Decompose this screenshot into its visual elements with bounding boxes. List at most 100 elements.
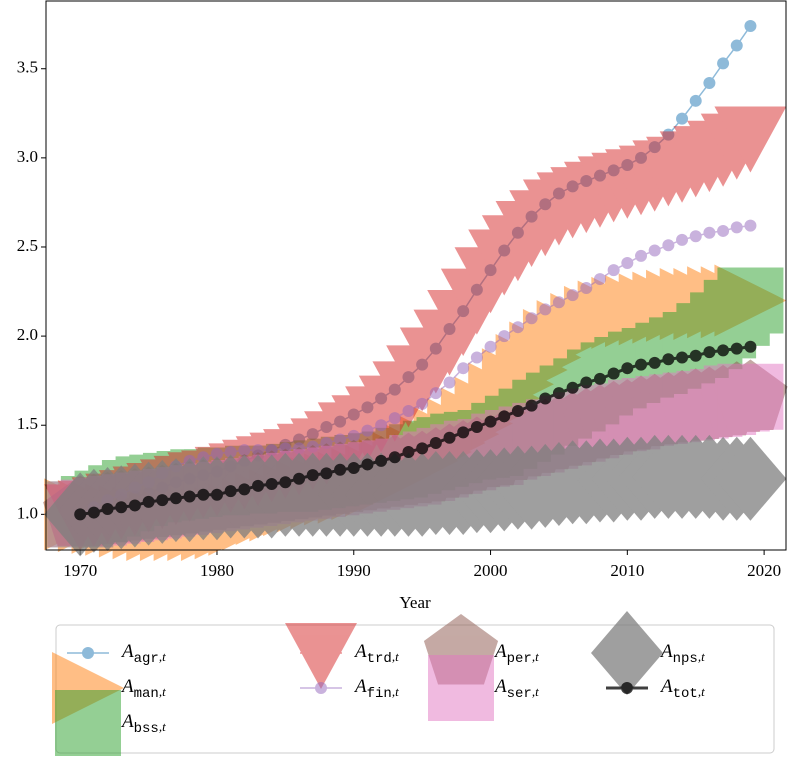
data-point <box>238 483 251 496</box>
data-point <box>347 462 360 475</box>
data-point <box>320 467 333 480</box>
data-point <box>744 19 757 32</box>
data-point <box>443 376 456 389</box>
data-point <box>635 249 648 262</box>
data-point <box>580 281 593 294</box>
data-point <box>169 492 182 505</box>
data-point <box>552 296 565 309</box>
data-point <box>224 445 237 458</box>
x-tick-label: 1980 <box>200 561 234 580</box>
data-point <box>210 447 223 460</box>
data-point <box>511 321 524 334</box>
data-point <box>689 94 702 107</box>
data-point <box>443 431 456 444</box>
data-point <box>714 106 787 173</box>
legend-base: A <box>353 676 367 697</box>
data-point <box>539 303 552 316</box>
x-tick-label: 2010 <box>610 561 644 580</box>
data-point <box>115 501 128 514</box>
y-tick-label: 3.5 <box>17 58 38 77</box>
data-point <box>717 267 784 334</box>
legend-base: A <box>493 676 507 697</box>
legend-index: ,t <box>159 684 166 699</box>
data-point <box>375 454 388 467</box>
data-point <box>717 344 730 357</box>
series <box>74 340 757 521</box>
data-point <box>361 458 374 471</box>
legend-entry: Atrd,t <box>285 623 399 689</box>
data-point <box>744 340 757 353</box>
legend-marker <box>300 682 342 694</box>
legend-name: man <box>134 686 159 702</box>
legend-name: bss <box>134 721 159 737</box>
legend-entry: Aser,t <box>428 655 539 721</box>
data-point <box>689 349 702 362</box>
x-axis-label: Year <box>399 593 431 612</box>
legend-symbol <box>621 682 633 694</box>
data-point <box>703 346 716 359</box>
legend-marker <box>428 655 494 721</box>
legend: Aagr,tAman,tAbss,tAtrd,tAfin,tAper,tAser… <box>52 611 775 756</box>
data-point <box>388 412 401 425</box>
data-point <box>375 419 388 432</box>
legend-base: A <box>659 676 673 697</box>
legend-label: Anps,t <box>659 641 705 666</box>
data-point <box>402 404 415 417</box>
data-point <box>662 353 675 366</box>
data-point <box>539 392 552 405</box>
data-point <box>525 312 538 325</box>
data-point <box>361 424 374 437</box>
data-point <box>566 381 579 394</box>
legend-label: Aman,t <box>120 676 166 701</box>
legend-index: ,t <box>159 649 166 664</box>
data-point <box>593 372 606 385</box>
legend-base: A <box>120 711 134 732</box>
legend-label: Aagr,t <box>120 641 166 666</box>
legend-name: nps <box>673 651 698 667</box>
data-point <box>457 362 470 375</box>
data-point <box>621 257 634 270</box>
data-point <box>142 495 155 508</box>
data-point <box>416 442 429 455</box>
data-point <box>498 330 511 343</box>
data-point <box>265 478 278 491</box>
data-point <box>593 273 606 286</box>
data-point <box>347 429 360 442</box>
data-point <box>717 57 730 70</box>
data-point <box>498 410 511 423</box>
data-point <box>87 506 100 519</box>
data-point <box>676 233 689 246</box>
legend-base: A <box>659 641 673 662</box>
data-point <box>744 219 757 232</box>
data-point <box>717 224 730 237</box>
data-point <box>306 469 319 482</box>
data-point <box>484 415 497 428</box>
data-point <box>334 433 347 446</box>
data-point <box>388 451 401 464</box>
legend-base: A <box>120 641 134 662</box>
data-point <box>484 340 497 353</box>
legend-name: ser <box>507 686 532 702</box>
legend-marker <box>606 682 648 694</box>
legend-label: Aser,t <box>493 676 539 701</box>
data-point <box>210 488 223 501</box>
data-point <box>224 485 237 498</box>
data-point <box>648 244 661 257</box>
legend-label: Afin,t <box>353 676 399 701</box>
legend-entry: Afin,t <box>300 676 399 702</box>
legend-symbol <box>285 623 357 689</box>
data-point <box>183 490 196 503</box>
data-point <box>279 476 292 489</box>
data-point <box>730 342 743 355</box>
data-point <box>156 494 169 507</box>
data-point <box>293 472 306 485</box>
data-point <box>511 404 524 417</box>
legend-symbol <box>82 647 94 659</box>
data-point <box>717 363 784 430</box>
legend-entry: Anps,t <box>591 611 705 695</box>
data-point <box>238 444 251 457</box>
data-point <box>470 351 483 364</box>
legend-marker <box>55 690 121 756</box>
data-point <box>252 479 265 492</box>
legend-marker <box>285 623 357 689</box>
